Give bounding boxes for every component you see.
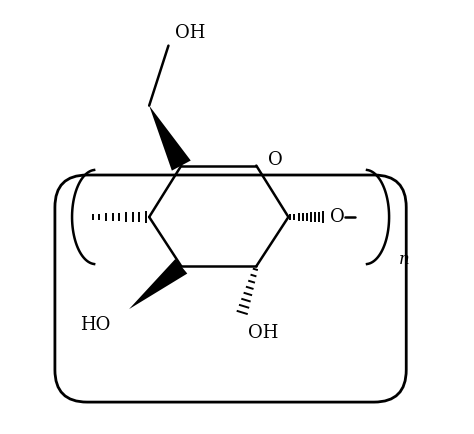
Text: HO: HO: [80, 316, 110, 334]
Text: O: O: [268, 151, 283, 169]
Text: OH: OH: [175, 24, 205, 42]
Polygon shape: [129, 259, 187, 309]
Text: n: n: [399, 251, 410, 268]
Polygon shape: [149, 105, 191, 171]
Text: OH: OH: [247, 324, 278, 342]
Text: O: O: [330, 208, 345, 226]
